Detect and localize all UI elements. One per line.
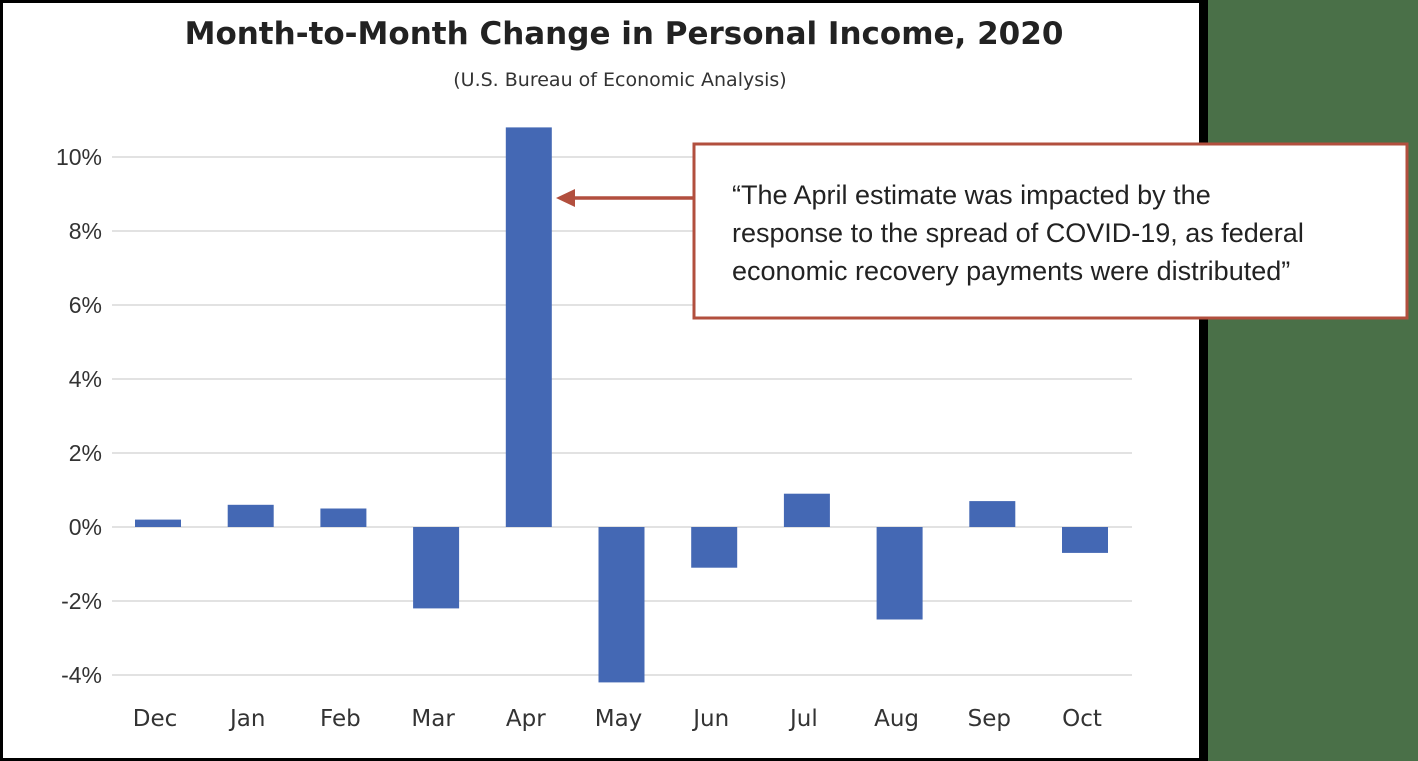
bar-jun xyxy=(691,527,738,568)
bar-feb xyxy=(320,508,367,527)
x-tick-label: Dec xyxy=(133,706,178,732)
annotation-box xyxy=(692,142,1409,320)
y-axis-ticks: 10% 8% 6% 4% 2% 0% -2% -4% xyxy=(56,144,102,688)
y-tick-label: 8% xyxy=(69,218,102,244)
y-tick-label: 2% xyxy=(69,440,102,466)
bar-may xyxy=(598,527,645,683)
x-tick-label: Apr xyxy=(506,706,546,732)
annotation-line-3: economic recovery payments were distribu… xyxy=(732,256,1290,286)
y-tick-label: -2% xyxy=(61,588,102,614)
annotation-arrow xyxy=(556,189,694,207)
bar-oct xyxy=(1062,527,1108,553)
bar-mar xyxy=(413,527,460,609)
x-tick-label: May xyxy=(595,706,643,732)
y-tick-label: 6% xyxy=(69,292,102,318)
x-tick-label: Jun xyxy=(691,706,729,732)
bar-dec xyxy=(135,519,181,527)
bar-jan xyxy=(227,504,274,527)
y-tick-label: 10% xyxy=(56,144,102,170)
x-axis-ticks: Dec Jan Feb Mar Apr May Jun Jul Aug Sep Oct xyxy=(133,706,1102,732)
annotation-line-1: “The April estimate was impacted by the xyxy=(732,180,1211,210)
bar-aug xyxy=(876,527,923,620)
x-tick-label: Jul xyxy=(788,706,818,732)
y-tick-label: 4% xyxy=(69,366,102,392)
annotation-callout: “The April estimate was impacted by the … xyxy=(692,142,1409,320)
x-tick-label: Oct xyxy=(1062,706,1102,732)
bar-apr xyxy=(505,127,552,528)
x-tick-label: Jan xyxy=(228,706,265,732)
bar-jul xyxy=(783,493,830,527)
x-tick-label: Mar xyxy=(411,706,455,732)
y-tick-label: -4% xyxy=(61,662,102,688)
arrow-head xyxy=(556,189,575,207)
y-tick-label: 0% xyxy=(69,514,102,540)
bars xyxy=(135,127,1108,683)
x-tick-label: Aug xyxy=(874,706,919,732)
bar-sep xyxy=(969,501,1016,527)
x-tick-label: Sep xyxy=(968,706,1011,732)
annotation-line-2: response to the spread of COVID-19, as f… xyxy=(732,218,1304,248)
chart-subtitle: (U.S. Bureau of Economic Analysis) xyxy=(453,69,786,91)
chart-title: Month-to-Month Change in Personal Income… xyxy=(185,16,1064,52)
x-tick-label: Feb xyxy=(320,706,361,732)
